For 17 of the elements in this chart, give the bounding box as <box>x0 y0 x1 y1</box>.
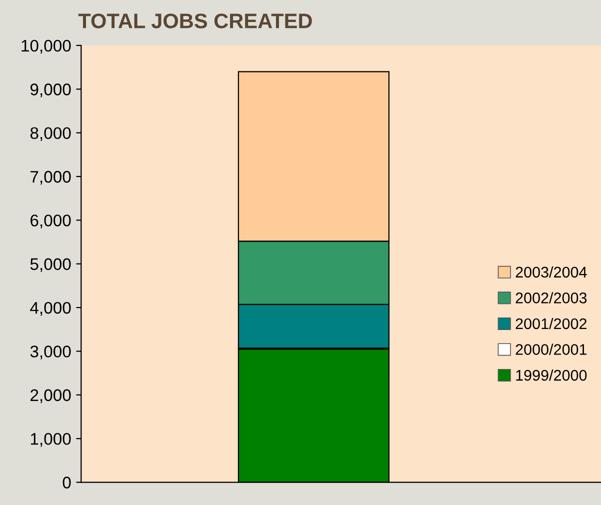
legend-label: 2000/2001 <box>516 344 587 355</box>
legend-label: 2002/2003 <box>516 292 587 304</box>
y-tick-label: 8,000 <box>30 127 71 141</box>
y-tick-label: 6,000 <box>30 214 71 228</box>
legend-label: 1999/2000 <box>516 370 587 381</box>
y-tick-label: 9,000 <box>30 84 71 98</box>
y-tick-label: 1,000 <box>30 432 71 447</box>
y-tick-label: 2,000 <box>30 389 71 404</box>
y-tick-label: 5,000 <box>30 258 71 272</box>
y-tick-label: 3,000 <box>30 346 71 360</box>
y-tick-label: 7,000 <box>30 170 71 185</box>
legend-label: 2003/2004 <box>516 266 587 278</box>
y-tick-label: 0 <box>62 476 71 488</box>
legend-label: 2001/2002 <box>516 318 586 330</box>
chart-title: TOTAL JOBS CREATED <box>78 14 312 28</box>
y-tick-label: 10,000 <box>22 40 71 54</box>
y-tick-label: 4,000 <box>30 302 71 316</box>
